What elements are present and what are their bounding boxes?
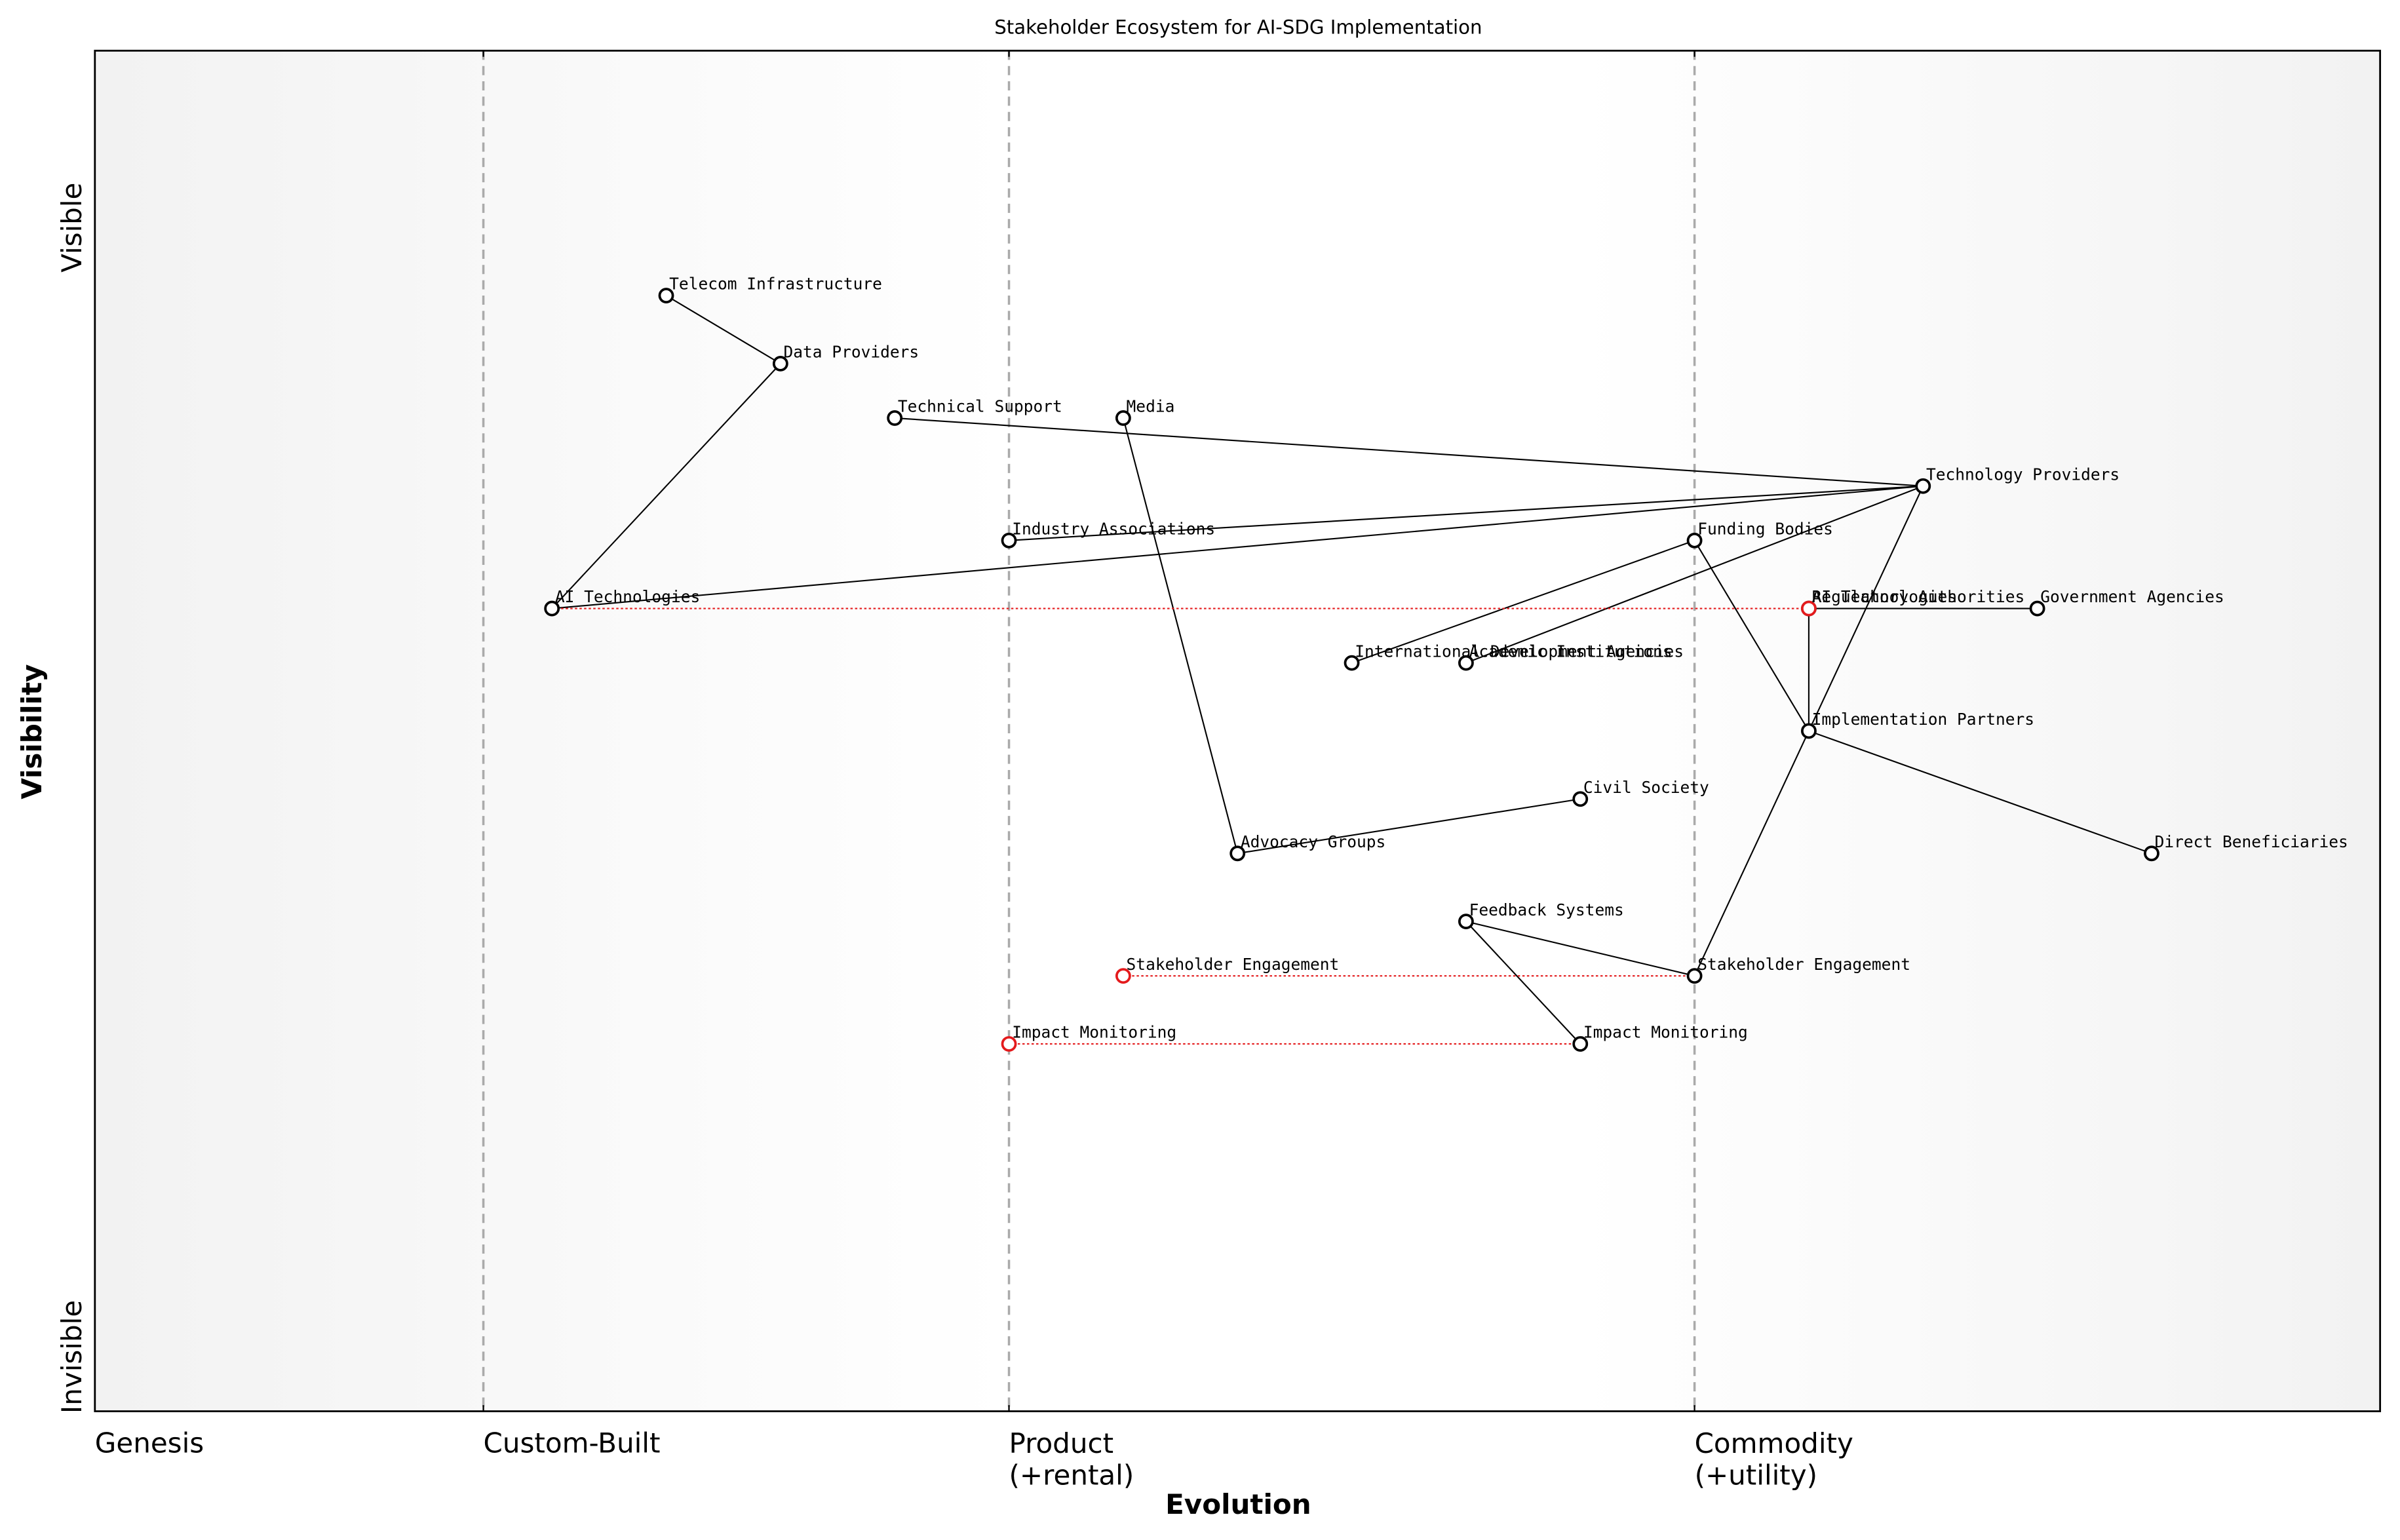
node-label: Impact Monitoring (1583, 1023, 1748, 1042)
node (1001, 1036, 1017, 1052)
link (895, 417, 1924, 487)
links (482, 50, 2152, 1412)
node (1001, 532, 1017, 549)
plot-background (94, 50, 2380, 1412)
node-label: Media (1127, 397, 1175, 416)
link (1808, 730, 2152, 855)
link (1237, 798, 1581, 855)
link (1122, 417, 1239, 854)
node (1801, 600, 1817, 617)
node (1572, 1036, 1589, 1052)
node-label: Stakeholder Engagement (1127, 955, 1340, 974)
node (887, 410, 903, 426)
node-label: Advocacy Groups (1241, 832, 1385, 851)
node-label: Data Providers (784, 343, 919, 362)
node (772, 355, 788, 372)
node-label: Stakeholder Engagement (1697, 955, 1910, 974)
node (1458, 655, 1474, 671)
link (1694, 731, 1810, 976)
link (1694, 540, 1810, 731)
node-label: Impact Monitoring (1012, 1023, 1176, 1042)
node (1801, 723, 1817, 739)
node-label: Telecom Infrastructure (669, 275, 882, 294)
nodes: Telecom Infrastructure Data Providers Tech… (544, 275, 2348, 1052)
node-label: Academic Institutions (1469, 642, 1673, 661)
node-label: Industry Associations (1012, 519, 1215, 538)
link (665, 295, 781, 364)
node (1458, 914, 1474, 930)
node (658, 288, 674, 303)
x-axis-label: Evolution (1165, 1488, 1311, 1520)
node-label: Technology Providers (1926, 465, 2119, 484)
node-label: Civil Society (1583, 778, 1709, 797)
node-label: AI Technologies (1812, 587, 1957, 606)
plot-frame (94, 49, 2382, 1412)
node (1344, 655, 1360, 671)
node (2144, 845, 2159, 862)
link (552, 485, 1924, 609)
y-axis-label: Visibility (16, 664, 48, 799)
node (1686, 532, 1703, 549)
y-tick-label: Invisible (56, 1300, 88, 1414)
link (1351, 539, 1695, 664)
x-tick-label: Product (+rental) (1009, 1427, 1134, 1490)
y-tick-label: Visible (56, 183, 88, 273)
node (544, 600, 560, 617)
node (1229, 845, 1246, 862)
node-label: Direct Beneficiaries (2155, 832, 2348, 851)
chart-title: Stakeholder Ecosystem for AI-SDG Impleme… (994, 16, 1482, 39)
link (551, 363, 781, 609)
link (1465, 485, 1924, 664)
x-tick-label: Genesis (95, 1427, 204, 1459)
node-label: Technical Support (898, 397, 1062, 416)
node-label: Funding Bodies (1697, 519, 1833, 538)
node (1572, 791, 1589, 807)
node (2029, 600, 2045, 617)
node-label: International Development Agencies (1355, 642, 1684, 661)
node (1686, 968, 1703, 984)
node-label: Government Agencies (2040, 587, 2224, 606)
link (1465, 921, 1695, 977)
x-tick-label: Commodity (+utility) (1695, 1427, 1853, 1490)
node-label: Feedback Systems (1469, 900, 1624, 919)
link (1465, 921, 1581, 1045)
node-label: Regulatory Authorities (1812, 587, 2025, 606)
node (1115, 410, 1131, 426)
node (1915, 478, 1931, 494)
node-label: AI Technologies (555, 587, 700, 606)
link (1009, 485, 1924, 541)
x-tick-label: Custom-Built (484, 1427, 661, 1459)
node (1115, 968, 1131, 984)
node-label: Implementation Partners (1812, 710, 2034, 729)
